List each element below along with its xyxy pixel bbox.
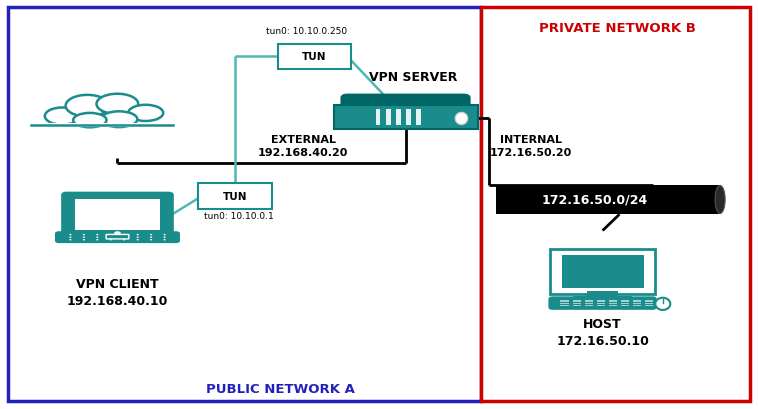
FancyBboxPatch shape (562, 255, 644, 288)
Ellipse shape (70, 237, 71, 238)
FancyBboxPatch shape (621, 301, 628, 302)
FancyBboxPatch shape (481, 8, 750, 401)
FancyBboxPatch shape (587, 291, 618, 299)
FancyBboxPatch shape (550, 249, 655, 294)
FancyBboxPatch shape (375, 110, 381, 126)
Ellipse shape (110, 237, 112, 238)
Ellipse shape (96, 234, 99, 236)
FancyBboxPatch shape (74, 200, 161, 230)
Ellipse shape (123, 239, 125, 241)
Ellipse shape (115, 232, 120, 235)
FancyBboxPatch shape (8, 8, 481, 401)
Ellipse shape (715, 186, 725, 214)
Ellipse shape (83, 237, 85, 238)
FancyBboxPatch shape (609, 305, 617, 307)
FancyBboxPatch shape (550, 298, 656, 309)
FancyBboxPatch shape (621, 305, 628, 307)
Ellipse shape (123, 234, 125, 236)
Ellipse shape (456, 113, 468, 125)
FancyBboxPatch shape (106, 235, 129, 239)
Ellipse shape (655, 298, 670, 310)
Ellipse shape (164, 239, 165, 241)
FancyBboxPatch shape (572, 305, 581, 307)
Ellipse shape (128, 106, 163, 122)
Ellipse shape (136, 234, 139, 236)
Ellipse shape (136, 239, 139, 241)
FancyBboxPatch shape (645, 305, 653, 307)
Ellipse shape (70, 239, 71, 241)
Ellipse shape (164, 237, 165, 238)
Ellipse shape (73, 114, 106, 128)
FancyBboxPatch shape (633, 305, 641, 307)
FancyBboxPatch shape (633, 301, 641, 302)
Text: PUBLIC NETWORK A: PUBLIC NETWORK A (206, 382, 355, 395)
Text: tun0: 10.10.0.1: tun0: 10.10.0.1 (204, 211, 274, 220)
Text: PRIVATE NETWORK B: PRIVATE NETWORK B (540, 22, 696, 35)
FancyBboxPatch shape (32, 113, 173, 132)
FancyBboxPatch shape (597, 305, 605, 307)
Ellipse shape (96, 239, 99, 241)
FancyBboxPatch shape (560, 301, 568, 302)
Ellipse shape (150, 234, 152, 236)
Text: VPN SERVER: VPN SERVER (369, 71, 457, 83)
FancyBboxPatch shape (560, 305, 568, 307)
Ellipse shape (45, 108, 80, 125)
FancyBboxPatch shape (199, 184, 271, 209)
FancyBboxPatch shape (278, 45, 351, 70)
Ellipse shape (110, 234, 112, 236)
FancyBboxPatch shape (386, 110, 390, 126)
FancyBboxPatch shape (584, 303, 593, 304)
Ellipse shape (83, 239, 85, 241)
FancyBboxPatch shape (341, 95, 470, 114)
FancyBboxPatch shape (334, 106, 478, 130)
Ellipse shape (136, 237, 139, 238)
Text: TUN: TUN (223, 191, 247, 201)
FancyBboxPatch shape (572, 303, 581, 304)
FancyBboxPatch shape (609, 303, 617, 304)
Text: 172.16.50.0/24: 172.16.50.0/24 (542, 193, 648, 207)
FancyBboxPatch shape (62, 193, 172, 236)
Text: VPN CLIENT
192.168.40.10: VPN CLIENT 192.168.40.10 (67, 278, 168, 308)
FancyBboxPatch shape (56, 233, 179, 242)
Text: INTERNAL
172.16.50.20: INTERNAL 172.16.50.20 (490, 135, 572, 158)
Ellipse shape (164, 234, 165, 236)
FancyBboxPatch shape (560, 303, 568, 304)
FancyBboxPatch shape (609, 301, 617, 302)
FancyBboxPatch shape (584, 301, 593, 302)
Ellipse shape (96, 237, 99, 238)
Text: HOST
172.16.50.10: HOST 172.16.50.10 (556, 318, 649, 348)
Text: EXTERNAL
192.168.40.20: EXTERNAL 192.168.40.20 (258, 135, 349, 158)
Ellipse shape (101, 112, 137, 128)
Ellipse shape (150, 239, 152, 241)
Ellipse shape (110, 239, 112, 241)
FancyBboxPatch shape (572, 301, 581, 302)
Text: TUN: TUN (302, 52, 327, 62)
FancyBboxPatch shape (633, 303, 641, 304)
Ellipse shape (66, 96, 109, 117)
FancyBboxPatch shape (584, 305, 593, 307)
Ellipse shape (83, 234, 85, 236)
FancyBboxPatch shape (621, 303, 628, 304)
FancyBboxPatch shape (574, 297, 631, 301)
FancyBboxPatch shape (496, 185, 720, 215)
FancyBboxPatch shape (597, 303, 605, 304)
Ellipse shape (150, 237, 152, 238)
FancyBboxPatch shape (645, 303, 653, 304)
FancyBboxPatch shape (645, 301, 653, 302)
FancyBboxPatch shape (416, 110, 421, 126)
FancyBboxPatch shape (406, 110, 411, 126)
FancyBboxPatch shape (396, 110, 401, 126)
Text: tun0: 10.10.0.250: tun0: 10.10.0.250 (266, 27, 348, 36)
Ellipse shape (123, 237, 125, 238)
FancyBboxPatch shape (597, 301, 605, 302)
Ellipse shape (70, 234, 71, 236)
Ellipse shape (96, 94, 138, 115)
